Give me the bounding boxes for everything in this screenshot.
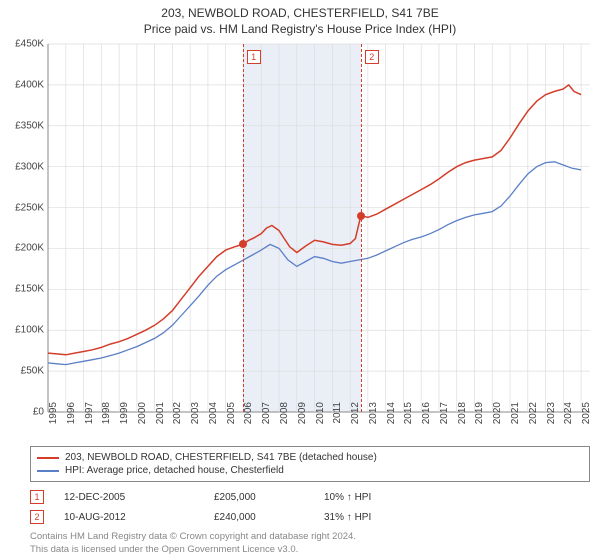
marker-line-1: [243, 44, 244, 412]
x-axis-label: 2019: [474, 402, 485, 430]
sale-delta-1: 10% ↑ HPI: [324, 492, 444, 503]
x-axis-label: 1998: [101, 402, 112, 430]
chart-svg: [48, 44, 590, 412]
x-axis-label: 2001: [155, 402, 166, 430]
x-axis-label: 2018: [457, 402, 468, 430]
attribution-line2: This data is licensed under the Open Gov…: [30, 544, 356, 556]
y-axis-label: £50K: [0, 366, 44, 377]
x-axis-label: 2009: [297, 402, 308, 430]
x-axis-label: 2008: [279, 402, 290, 430]
x-axis-label: 1995: [48, 402, 59, 430]
y-axis-label: £200K: [0, 243, 44, 254]
x-axis-label: 2003: [190, 402, 201, 430]
x-axis-label: 2015: [403, 402, 414, 430]
x-axis-label: 2012: [350, 402, 361, 430]
attribution-line1: Contains HM Land Registry data © Crown c…: [30, 531, 356, 543]
legend-label-property: 203, NEWBOLD ROAD, CHESTERFIELD, S41 7BE…: [65, 452, 377, 463]
legend-box: 203, NEWBOLD ROAD, CHESTERFIELD, S41 7BE…: [30, 446, 590, 482]
sale-price-1: £205,000: [214, 492, 324, 503]
x-axis-label: 2013: [368, 402, 379, 430]
chart-area: £0£50K£100K£150K£200K£250K£300K£350K£400…: [48, 44, 590, 412]
x-axis-label: 2017: [439, 402, 450, 430]
chart-title: 203, NEWBOLD ROAD, CHESTERFIELD, S41 7BE: [0, 0, 600, 20]
x-axis-label: 2024: [563, 402, 574, 430]
x-axis-label: 2011: [332, 402, 343, 430]
y-axis-label: £250K: [0, 202, 44, 213]
legend-row-hpi: HPI: Average price, detached house, Ches…: [37, 464, 583, 477]
x-axis-label: 2007: [261, 402, 272, 430]
marker-dot-2: [357, 212, 365, 220]
attribution: Contains HM Land Registry data © Crown c…: [30, 531, 356, 556]
sale-marker-2: 2: [30, 510, 44, 524]
x-axis-label: 2005: [226, 402, 237, 430]
marker-box-1: 1: [247, 50, 261, 64]
y-axis-label: £300K: [0, 161, 44, 172]
x-axis-label: 2016: [421, 402, 432, 430]
chart-subtitle: Price paid vs. HM Land Registry's House …: [0, 20, 600, 36]
sale-date-2: 10-AUG-2012: [64, 512, 214, 523]
x-axis-label: 2023: [546, 402, 557, 430]
x-axis-label: 2010: [315, 402, 326, 430]
x-axis-label: 2025: [581, 402, 592, 430]
y-axis-label: £350K: [0, 120, 44, 131]
sale-row-2: 2 10-AUG-2012 £240,000 31% ↑ HPI: [30, 510, 590, 524]
y-axis-label: £100K: [0, 325, 44, 336]
x-axis-label: 2022: [528, 402, 539, 430]
x-axis-label: 2000: [137, 402, 148, 430]
y-axis-label: £450K: [0, 39, 44, 50]
x-axis-label: 2021: [510, 402, 521, 430]
legend-label-hpi: HPI: Average price, detached house, Ches…: [65, 465, 284, 476]
x-axis-label: 2006: [243, 402, 254, 430]
y-axis-label: £0: [0, 407, 44, 418]
sale-marker-1: 1: [30, 490, 44, 504]
x-axis-label: 2014: [386, 402, 397, 430]
marker-box-2: 2: [365, 50, 379, 64]
x-axis-label: 1999: [119, 402, 130, 430]
marker-dot-1: [239, 240, 247, 248]
x-axis-label: 1996: [66, 402, 77, 430]
sale-date-1: 12-DEC-2005: [64, 492, 214, 503]
sale-row-1: 1 12-DEC-2005 £205,000 10% ↑ HPI: [30, 490, 590, 504]
y-axis-label: £400K: [0, 79, 44, 90]
sale-delta-2: 31% ↑ HPI: [324, 512, 444, 523]
legend-row-property: 203, NEWBOLD ROAD, CHESTERFIELD, S41 7BE…: [37, 451, 583, 464]
x-axis-label: 2004: [208, 402, 219, 430]
marker-line-2: [361, 44, 362, 412]
x-axis-label: 2020: [492, 402, 503, 430]
x-axis-label: 1997: [84, 402, 95, 430]
sale-price-2: £240,000: [214, 512, 324, 523]
legend-swatch-hpi: [37, 470, 59, 472]
x-axis-label: 2002: [172, 402, 183, 430]
y-axis-label: £150K: [0, 284, 44, 295]
legend-swatch-property: [37, 457, 59, 459]
